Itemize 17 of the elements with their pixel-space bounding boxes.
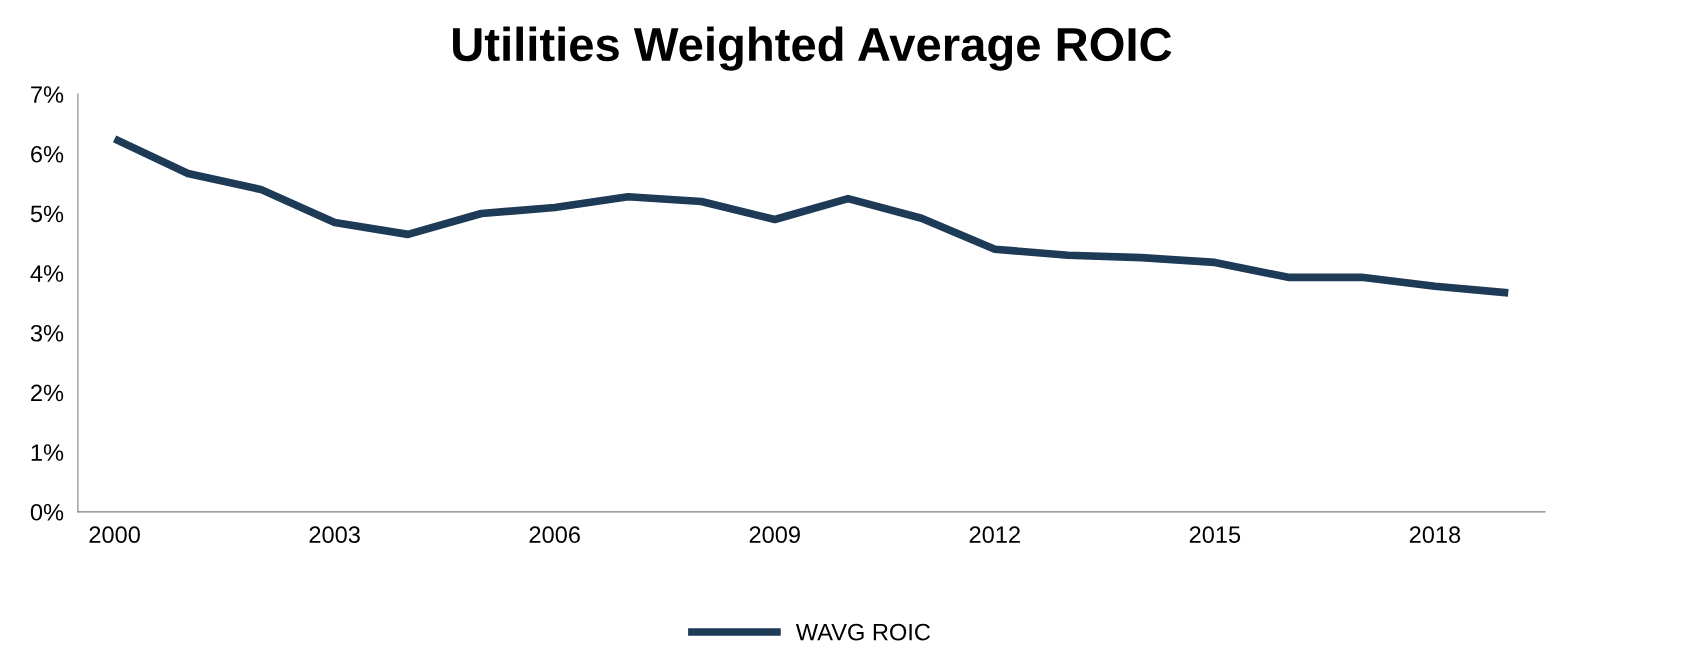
x-tick-label: 2012 bbox=[969, 526, 1020, 544]
x-tick-label: 2003 bbox=[309, 526, 360, 544]
y-tick-label: 7% bbox=[31, 86, 64, 103]
y-tick-label: 0% bbox=[30, 503, 64, 521]
x-tick-label: 2018 bbox=[1409, 526, 1461, 544]
legend-label: WAVG ROIC bbox=[795, 623, 931, 641]
x-tick-label: 2000 bbox=[89, 526, 140, 544]
chart-title: Utilities Weighted Average ROIC bbox=[453, 26, 1172, 71]
y-tick-label: 3% bbox=[30, 324, 64, 342]
y-tick-label: 2% bbox=[31, 384, 64, 402]
y-tick-label: 5% bbox=[30, 205, 64, 223]
x-tick-label: 2009 bbox=[749, 526, 800, 544]
y-tick-label: 1% bbox=[31, 444, 64, 461]
y-tick-label: 4% bbox=[30, 265, 64, 282]
x-tick-label: 2006 bbox=[529, 526, 580, 544]
y-tick-label: 6% bbox=[31, 145, 64, 163]
x-tick-label: 2015 bbox=[1189, 526, 1241, 544]
